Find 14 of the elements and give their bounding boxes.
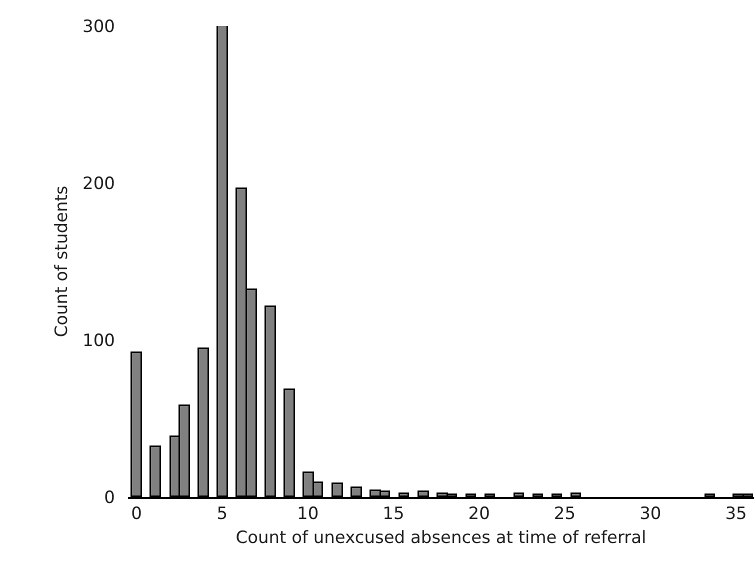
x-tick-label: 5 xyxy=(216,504,228,524)
x-tick-label: 30 xyxy=(640,504,662,524)
y-tick-label: 300 xyxy=(82,16,115,37)
x-tick-label: 25 xyxy=(554,504,576,524)
x-tick-label: 15 xyxy=(382,504,404,524)
x-tick-label: 35 xyxy=(725,504,747,524)
x-tick-label: 20 xyxy=(468,504,490,524)
x-tick-label: 10 xyxy=(297,504,319,524)
x-tick-label: 0 xyxy=(131,504,142,524)
y-tick-label: 0 xyxy=(104,488,115,508)
y-axis-title: Count of students xyxy=(52,186,72,338)
x-axis-title: Count of unexcused absences at time of referral xyxy=(236,528,646,548)
y-tick-label: 200 xyxy=(82,174,115,194)
y-tick-label: 100 xyxy=(82,330,115,351)
